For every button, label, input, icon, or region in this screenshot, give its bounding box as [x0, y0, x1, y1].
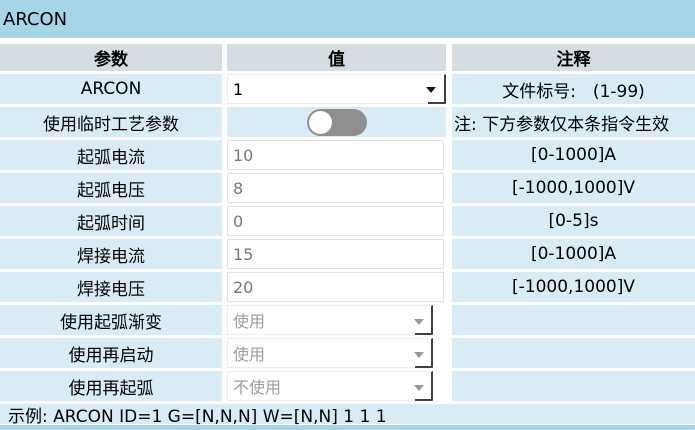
- param-label-arc-start-voltage: 起弧电压: [0, 173, 222, 203]
- chevron-down-icon: [426, 87, 436, 93]
- weld-voltage-input[interactable]: [227, 272, 444, 302]
- chevron-down-icon: [414, 319, 424, 325]
- chevron-down-icon: [414, 385, 424, 391]
- comment-weld-current: [0-1000]A: [452, 239, 695, 269]
- arc-start-current-input[interactable]: [227, 140, 444, 170]
- param-label-temp-process-param: 使用临时工艺参数: [0, 107, 222, 137]
- example-text: 示例: ARCON ID=1 G=[N,N,N] W=[N,N] 1 1 1: [8, 406, 387, 427]
- param-label-arc-start-time: 起弧时间: [0, 206, 222, 236]
- column-gap: [222, 305, 227, 335]
- comment-arc-start-voltage: [-1000,1000]V: [452, 173, 695, 203]
- toggle-knob: [308, 110, 332, 134]
- dropdown-value: 使用: [233, 312, 266, 331]
- value-cell: 使用: [227, 338, 446, 368]
- use-restart-dropdown[interactable]: 使用: [227, 338, 433, 368]
- param-label-arcon-id: ARCON: [0, 74, 222, 104]
- column-gap: [222, 173, 227, 203]
- param-label-use-restart: 使用再启动: [0, 338, 222, 368]
- column-gap: [222, 107, 227, 137]
- weld-current-input[interactable]: [227, 239, 444, 269]
- value-cell: [227, 206, 446, 236]
- combobox-value: 1: [233, 79, 244, 99]
- column-gap: [222, 74, 227, 104]
- example-row: 示例: ARCON ID=1 G=[N,N,N] W=[N,N] 1 1 1: [0, 404, 695, 427]
- param-label-use-arc-gradient: 使用起弧渐变: [0, 305, 222, 335]
- arcon-id-combobox[interactable]: 1: [227, 74, 446, 104]
- bottom-accent-bar: [0, 425, 695, 430]
- dropdown-value: 不使用: [233, 378, 282, 397]
- dropdown-value: 使用: [233, 345, 266, 364]
- column-gap: [446, 74, 452, 104]
- arc-start-voltage-input[interactable]: [227, 173, 444, 203]
- column-gap: [222, 140, 227, 170]
- param-label-weld-current: 焊接电流: [0, 239, 222, 269]
- column-gap: [446, 239, 452, 269]
- arc-start-time-input[interactable]: [227, 206, 444, 236]
- use-re-arc-dropdown[interactable]: 不使用: [227, 371, 433, 401]
- comment-weld-voltage: [-1000,1000]V: [452, 272, 695, 302]
- comment-use-arc-gradient: [452, 305, 695, 335]
- column-gap: [222, 44, 227, 71]
- param-label-weld-voltage: 焊接电压: [0, 272, 222, 302]
- col-header-value: 值: [227, 44, 446, 71]
- comment-arcon-id: 文件标号: (1-99): [452, 74, 695, 104]
- column-gap: [222, 371, 227, 401]
- comment-temp-process-param: 注: 下方参数仅本条指令生效: [452, 107, 695, 137]
- col-header-param: 参数: [0, 44, 222, 71]
- comment-arc-start-current: [0-1000]A: [452, 140, 695, 170]
- column-gap: [446, 305, 452, 335]
- column-gap: [222, 338, 227, 368]
- column-gap: [446, 272, 452, 302]
- value-cell: [227, 239, 446, 269]
- value-cell: [227, 272, 446, 302]
- column-gap: [446, 206, 452, 236]
- column-gap: [446, 173, 452, 203]
- column-gap: [222, 239, 227, 269]
- window-title: ARCON: [3, 8, 68, 30]
- column-gap: [446, 371, 452, 401]
- parameter-table: 参数 值 注释 ARCON 1 文件标号: (1-99) 使用临时工艺参数 注:…: [0, 44, 695, 401]
- comment-arc-start-time: [0-5]s: [452, 206, 695, 236]
- value-cell: 使用: [227, 305, 446, 335]
- col-header-comment: 注释: [452, 44, 695, 71]
- chevron-down-icon: [414, 352, 424, 358]
- value-cell: [227, 107, 446, 137]
- column-gap: [446, 107, 452, 137]
- window-titlebar: ARCON: [0, 0, 695, 38]
- temp-process-param-toggle[interactable]: [306, 108, 367, 136]
- value-cell: 1: [227, 74, 446, 104]
- column-gap: [222, 206, 227, 236]
- column-gap: [446, 44, 452, 71]
- value-cell: [227, 140, 446, 170]
- value-cell: [227, 173, 446, 203]
- param-label-arc-start-current: 起弧电流: [0, 140, 222, 170]
- param-label-use-re-arc: 使用再起弧: [0, 371, 222, 401]
- comment-use-restart: [452, 338, 695, 368]
- column-gap: [446, 140, 452, 170]
- comment-use-re-arc: [452, 371, 695, 401]
- column-gap: [446, 338, 452, 368]
- column-gap: [222, 272, 227, 302]
- use-arc-gradient-dropdown[interactable]: 使用: [227, 305, 433, 335]
- value-cell: 不使用: [227, 371, 446, 401]
